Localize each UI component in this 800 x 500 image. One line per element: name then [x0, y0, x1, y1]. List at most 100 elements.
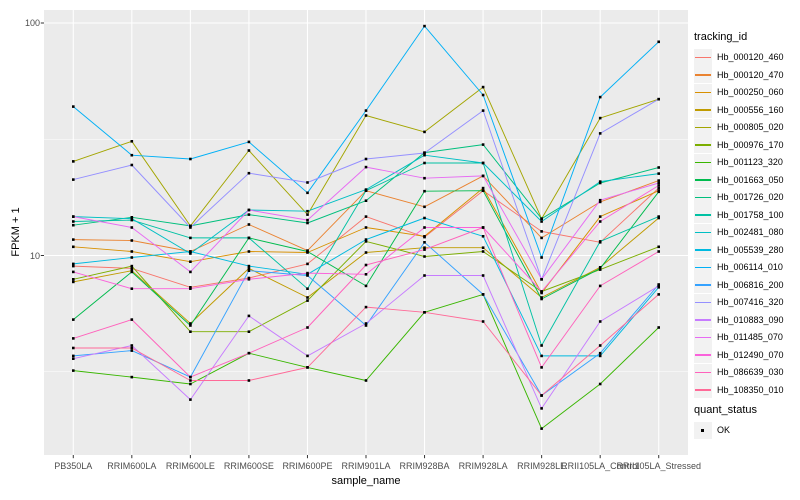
- black-square-marker-icon: [701, 428, 704, 432]
- legend-color-line: [695, 196, 711, 199]
- legend-color-line: [695, 56, 711, 59]
- data-point: [598, 344, 602, 347]
- data-point: [306, 271, 309, 275]
- data-point: [130, 346, 134, 350]
- data-point: [247, 223, 251, 226]
- data-point: [423, 130, 426, 134]
- data-point: [130, 256, 134, 259]
- data-point: [657, 186, 660, 190]
- data-point: [364, 157, 368, 161]
- data-point: [364, 114, 368, 117]
- data-point: [130, 226, 134, 229]
- legend-color-line: [695, 319, 711, 321]
- legend-item-Hb_000250_060: Hb_000250_060: [694, 83, 784, 101]
- legend-color-line: [695, 74, 711, 76]
- data-point: [540, 354, 543, 358]
- data-point: [364, 379, 368, 382]
- data-point: [540, 256, 543, 259]
- legend-key-line-icon: [694, 258, 712, 276]
- data-point: [72, 105, 75, 108]
- data-point: [598, 267, 602, 270]
- data-point: [657, 284, 660, 288]
- data-point: [540, 407, 543, 410]
- data-point: [540, 344, 543, 347]
- data-point: [423, 255, 426, 258]
- data-point: [364, 215, 368, 218]
- legend-item-Hb_000976_170: Hb_000976_170: [694, 136, 784, 154]
- data-point: [72, 337, 75, 340]
- legend-color-line: [695, 109, 711, 111]
- y-tick-label: 10: [29, 250, 40, 261]
- data-point: [540, 291, 543, 295]
- data-point: [657, 286, 660, 289]
- data-point: [481, 186, 485, 190]
- data-point: [247, 171, 251, 175]
- data-point: [306, 299, 309, 302]
- data-point: [72, 220, 75, 223]
- data-point: [598, 220, 602, 223]
- y-axis-title: FPKM + 1: [10, 207, 22, 257]
- legend-item-Hb_006816_200: Hb_006816_200: [694, 276, 784, 294]
- data-point: [72, 278, 75, 281]
- data-point: [189, 286, 192, 289]
- data-point: [72, 178, 75, 181]
- x-tick-label: RRIM600SE: [223, 461, 274, 471]
- data-point: [657, 40, 660, 44]
- legend-key-line-icon: [694, 293, 712, 311]
- data-point: [423, 226, 426, 229]
- data-point: [247, 278, 251, 281]
- legend-item-Hb_006114_010: Hb_006114_010: [694, 258, 783, 276]
- legend-key-line-icon: [694, 188, 712, 206]
- data-point: [423, 151, 426, 155]
- legend-item-Hb_010883_090: Hb_010883_090: [694, 311, 784, 329]
- legend-item-Hb_000120_470: Hb_000120_470: [694, 66, 784, 84]
- data-point: [72, 245, 75, 249]
- data-point: [306, 366, 309, 369]
- data-point: [364, 251, 368, 254]
- data-point: [657, 181, 660, 185]
- data-point: [657, 250, 660, 253]
- data-point: [364, 240, 368, 243]
- data-point: [598, 320, 602, 323]
- data-point: [540, 278, 543, 281]
- data-point: [247, 236, 251, 240]
- legend-color-line: [695, 144, 711, 146]
- data-point: [306, 296, 309, 299]
- data-point: [598, 116, 602, 120]
- legend-color-line: [695, 284, 711, 286]
- data-point: [598, 354, 602, 358]
- legend-label: Hb_001758_100: [717, 209, 784, 220]
- legend-color-line: [695, 336, 711, 339]
- legend-item-Hb_005539_280: Hb_005539_280: [694, 241, 784, 259]
- legend-label: Hb_000120_460: [717, 52, 784, 62]
- data-point: [481, 143, 485, 146]
- data-point: [247, 269, 251, 272]
- legend-key-line-icon: [694, 171, 712, 188]
- legend-title-quant-status: quant_status: [694, 404, 757, 416]
- data-point: [481, 246, 485, 249]
- legend-key-line-icon: [694, 153, 712, 171]
- data-point: [540, 427, 543, 430]
- data-point: [657, 326, 660, 329]
- legend-item-Hb_086639_030: Hb_086639_030: [694, 363, 784, 381]
- data-point: [540, 236, 543, 240]
- data-point: [189, 236, 192, 240]
- legend-key-line-icon: [694, 363, 712, 381]
- data-point: [598, 181, 602, 185]
- data-point: [481, 174, 485, 178]
- data-point: [423, 216, 426, 220]
- data-point: [364, 273, 368, 276]
- data-point: [130, 349, 134, 352]
- legend-label: Hb_011485_070: [717, 332, 783, 342]
- data-point: [598, 95, 602, 99]
- data-point: [189, 330, 192, 333]
- data-point: [540, 217, 543, 220]
- data-point: [247, 379, 251, 382]
- data-point: [481, 226, 485, 229]
- data-point: [247, 330, 251, 333]
- legend-label: Hb_006816_200: [717, 279, 784, 290]
- data-point: [189, 375, 192, 379]
- data-point: [364, 109, 368, 112]
- legend-item-Hb_001726_020: Hb_001726_020: [694, 188, 784, 206]
